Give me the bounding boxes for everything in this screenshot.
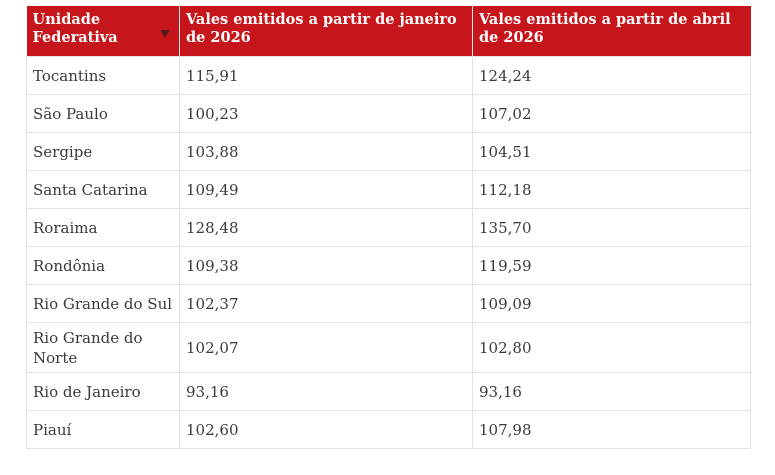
header-unidade-federativa[interactable]: Unidade Federativa	[26, 6, 180, 57]
cell-jan: 103,88	[179, 132, 473, 171]
cell-apr: 102,80	[472, 322, 751, 373]
table-row: Rondônia 109,38 119,59	[26, 246, 751, 285]
header-vales-abril[interactable]: Vales emitidos a partir de abril de 2026	[472, 6, 751, 57]
table-row: Piauí 102,60 107,98	[26, 410, 751, 449]
header-vales-janeiro[interactable]: Vales emitidos a partir de janeiro de 20…	[179, 6, 473, 57]
cell-apr: 107,98	[472, 410, 751, 449]
table-row: Rio Grande do Sul 102,37 109,09	[26, 284, 751, 323]
table-row: Tocantins 115,91 124,24	[26, 56, 751, 95]
cell-apr: 109,09	[472, 284, 751, 323]
cell-jan: 115,91	[179, 56, 473, 95]
table-header-row: Unidade Federativa Vales emitidos a part…	[26, 6, 751, 57]
data-table-container: Unidade Federativa Vales emitidos a part…	[26, 6, 751, 449]
cell-state: Rondônia	[26, 246, 180, 285]
cell-apr: 135,70	[472, 208, 751, 247]
cell-apr: 119,59	[472, 246, 751, 285]
header-label: Unidade Federativa	[32, 11, 118, 46]
cell-state: Sergipe	[26, 132, 180, 171]
cell-state: Santa Catarina	[26, 170, 180, 209]
cell-state: Rio Grande do Sul	[26, 284, 180, 323]
header-label: Vales emitidos a partir de abril de 2026	[479, 11, 731, 46]
triangle-down-icon[interactable]	[160, 30, 170, 38]
table-row: Santa Catarina 109,49 112,18	[26, 170, 751, 209]
table-row: Roraima 128,48 135,70	[26, 208, 751, 247]
cell-jan: 102,60	[179, 410, 473, 449]
cell-apr: 93,16	[472, 372, 751, 411]
cell-apr: 107,02	[472, 94, 751, 133]
cell-jan: 128,48	[179, 208, 473, 247]
cell-state: Rio de Janeiro	[26, 372, 180, 411]
cell-state: Roraima	[26, 208, 180, 247]
table-row: Sergipe 103,88 104,51	[26, 132, 751, 171]
cell-state: Rio Grande do Norte	[26, 322, 180, 373]
cell-apr: 104,51	[472, 132, 751, 171]
cell-jan: 100,23	[179, 94, 473, 133]
table-row: São Paulo 100,23 107,02	[26, 94, 751, 133]
cell-apr: 124,24	[472, 56, 751, 95]
cell-state: Piauí	[26, 410, 180, 449]
cell-jan: 102,37	[179, 284, 473, 323]
data-table: Unidade Federativa Vales emitidos a part…	[26, 6, 751, 449]
cell-state: Tocantins	[26, 56, 180, 95]
table-row: Rio de Janeiro 93,16 93,16	[26, 372, 751, 411]
cell-apr: 112,18	[472, 170, 751, 209]
table-row: Rio Grande do Norte 102,07 102,80	[26, 322, 751, 373]
cell-state: São Paulo	[26, 94, 180, 133]
header-label: Vales emitidos a partir de janeiro de 20…	[186, 11, 457, 46]
cell-jan: 102,07	[179, 322, 473, 373]
cell-jan: 93,16	[179, 372, 473, 411]
cell-jan: 109,49	[179, 170, 473, 209]
cell-jan: 109,38	[179, 246, 473, 285]
